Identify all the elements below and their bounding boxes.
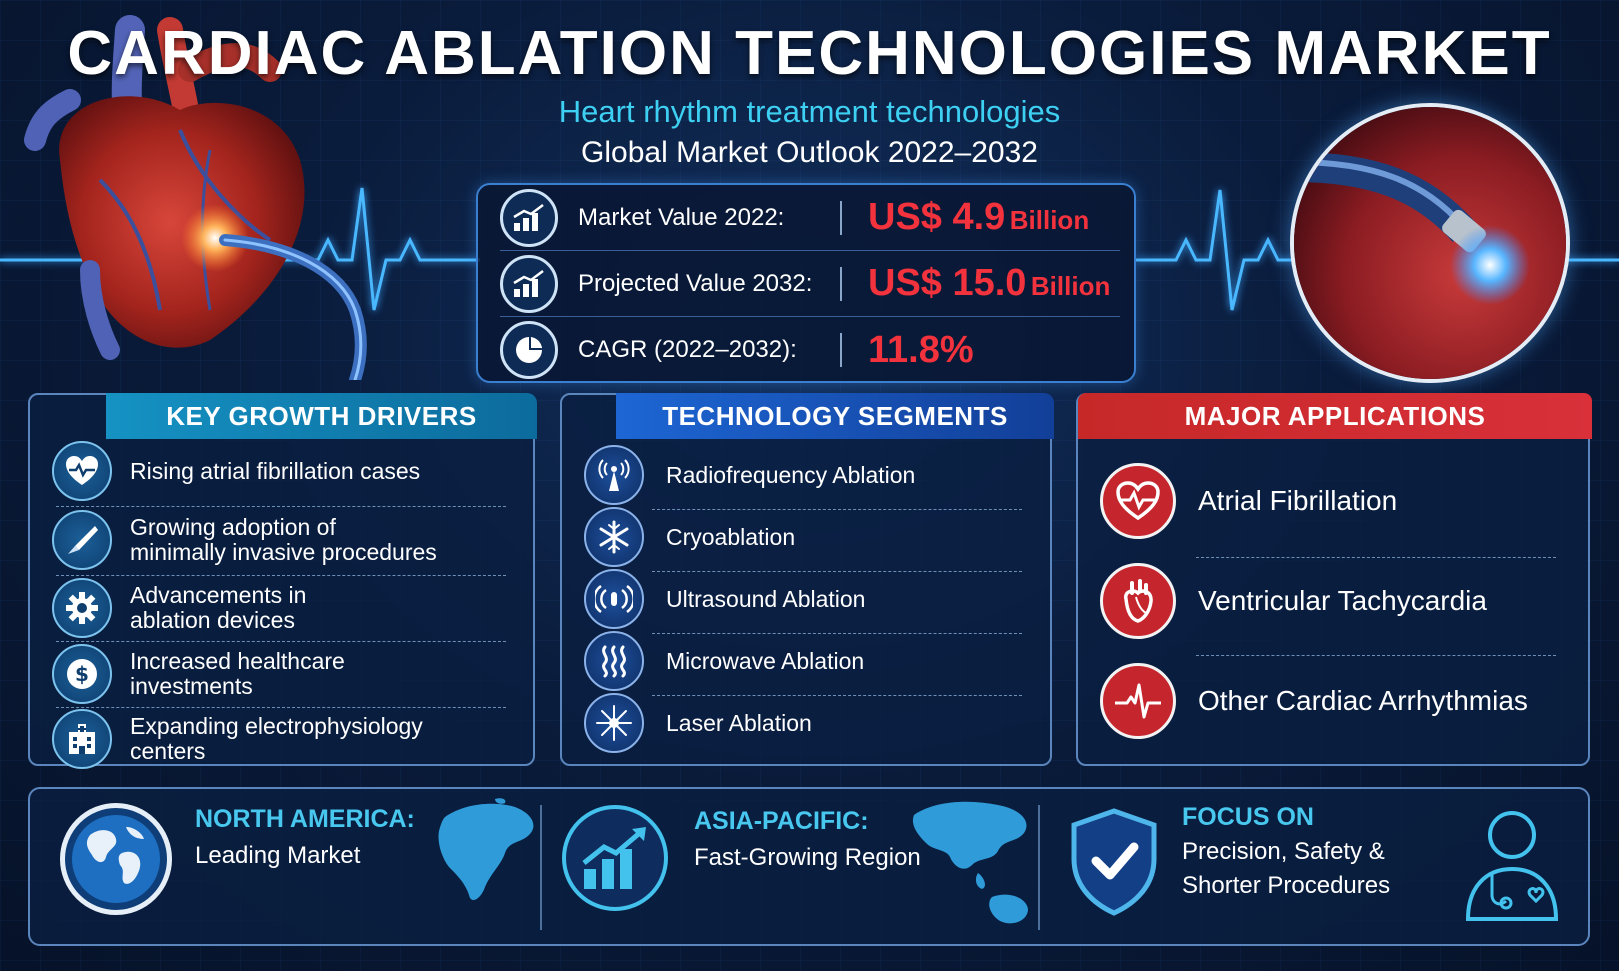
asia-pacific-text: Fast-Growing Region — [694, 844, 921, 871]
heart-illustration — [24, 15, 367, 380]
list-item: Microwave Ablation — [584, 631, 1014, 691]
asia-pacific-map — [912, 801, 1028, 924]
rising-bars-icon — [562, 805, 668, 911]
heart-pulse-icon — [1100, 463, 1176, 539]
segment-label: Ultrasound Ablation — [666, 585, 866, 612]
stat-value: 11.8% — [868, 328, 974, 371]
panel-title: MAJOR APPLICATIONS — [1078, 393, 1592, 439]
list-item: Ventricular Tachycardia — [1100, 561, 1570, 641]
north-america-heading: NORTH AMERICA: — [195, 805, 415, 833]
growth-chart-icon — [500, 254, 558, 313]
list-item: Advancements in ablation devices — [52, 577, 518, 639]
application-label: Ventricular Tachycardia — [1198, 585, 1487, 616]
stat-value: US$ 4.9 Billion — [868, 196, 1090, 238]
heart-pulse-icon — [52, 441, 112, 501]
stat-label: Market Value 2022: — [578, 203, 785, 231]
list-item: Atrial Fibrillation — [1100, 461, 1570, 541]
list-item: Other Cardiac Arrhythmias — [1100, 661, 1570, 741]
segment-label: Cryoablation — [666, 523, 796, 550]
globe-icon — [60, 803, 172, 915]
shield-check-icon — [1071, 808, 1157, 916]
panel-title: KEY GROWTH DRIVERS — [106, 393, 537, 439]
asia-pacific-heading: ASIA-PACIFIC: — [694, 807, 869, 835]
divider — [652, 509, 1022, 510]
page-subtitle: Heart rhythm treatment technologies — [558, 94, 1061, 129]
pie-chart-icon — [500, 321, 558, 379]
divider — [652, 571, 1022, 572]
page-title: CARDIAC ABLATION TECHNOLOGIES MARKET — [67, 19, 1552, 88]
market-stats-box: Market Value 2022: US$ 4.9 Billion Proje… — [476, 183, 1136, 383]
dollar-icon: $ — [52, 644, 112, 704]
separator — [1038, 805, 1040, 930]
anatomical-heart-icon — [1100, 563, 1176, 639]
divider — [56, 707, 506, 708]
stat-separator — [840, 200, 842, 235]
north-america-map — [438, 798, 534, 901]
technology-segments-panel: TECHNOLOGY SEGMENTS Radiofrequency Ablat… — [560, 393, 1054, 766]
stat-label: Projected Value 2032: — [578, 269, 813, 297]
ecg-wave-icon — [1100, 663, 1176, 739]
hospital-icon — [52, 709, 112, 769]
sound-waves-icon — [584, 569, 644, 629]
stat-label: CAGR (2022–2032): — [578, 336, 797, 363]
laser-burst-icon — [584, 693, 644, 753]
gear-icon — [52, 578, 112, 638]
list-item: Growing adoption of minimally invasive pr… — [52, 509, 518, 571]
divider — [1196, 655, 1556, 656]
growth-drivers-panel: KEY GROWTH DRIVERS Rising atrial fibrill… — [28, 393, 537, 769]
ecg-line-right — [1136, 189, 1619, 311]
north-america-text: Leading Market — [195, 842, 361, 869]
doctor-icon — [1465, 811, 1559, 921]
stat-projected-value-2032: Projected Value 2032: US$ 15.0 Billion — [500, 251, 1120, 317]
application-label: Other Cardiac Arrhythmias — [1198, 685, 1528, 716]
list-item: Rising atrial fibrillation cases — [52, 440, 518, 502]
driver-text: Rising atrial fibrillation cases — [130, 457, 421, 484]
stat-market-value-2022: Market Value 2022: US$ 4.9 Billion — [500, 185, 1120, 251]
stat-separator — [840, 333, 842, 367]
segment-label: Radiofrequency Ablation — [666, 461, 916, 488]
divider — [1196, 557, 1556, 558]
major-applications-panel: MAJOR APPLICATIONS Atrial Fibrillation V… — [1076, 393, 1592, 766]
radio-tower-icon — [584, 445, 644, 505]
divider — [56, 506, 506, 507]
divider — [652, 695, 1022, 696]
driver-text: Increased healthcare investments — [130, 648, 345, 699]
growth-chart-icon — [500, 188, 558, 247]
divider — [56, 641, 506, 642]
separator — [540, 805, 542, 930]
driver-text: Expanding electrophysiology centers — [130, 713, 423, 764]
catheter-illustration — [1290, 103, 1570, 383]
stat-separator — [840, 266, 842, 301]
segment-label: Laser Ablation — [666, 709, 812, 736]
stat-cagr: CAGR (2022–2032): 11.8% — [500, 317, 1120, 383]
list-item: Expanding electrophysiology centers — [52, 708, 518, 770]
list-item: Cryoablation — [584, 507, 1014, 567]
driver-text: Advancements in ablation devices — [130, 582, 307, 633]
divider — [652, 633, 1022, 634]
heat-waves-icon — [584, 631, 644, 691]
focus-heading: FOCUS ON — [1182, 803, 1314, 831]
regional-highlights-bar: NORTH AMERICA: Leading Market ASIA-PACIF… — [28, 787, 1590, 946]
list-item: Radiofrequency Ablation — [584, 445, 1014, 505]
market-outlook: Global Market Outlook 2022–2032 — [581, 136, 1038, 169]
svg-text:$: $ — [75, 662, 89, 686]
list-item: Laser Ablation — [584, 693, 1014, 753]
ecg-line-left — [0, 187, 480, 311]
list-item: $ Increased healthcare investments — [52, 643, 518, 705]
panel-title: TECHNOLOGY SEGMENTS — [616, 393, 1054, 439]
scalpel-icon — [52, 510, 112, 570]
segment-label: Microwave Ablation — [666, 647, 865, 674]
snowflake-icon — [584, 507, 644, 567]
driver-text: Growing adoption of minimally invasive pr… — [130, 514, 437, 565]
application-label: Atrial Fibrillation — [1198, 485, 1398, 516]
stat-value: US$ 15.0 Billion — [868, 262, 1111, 304]
divider — [56, 575, 506, 576]
list-item: Ultrasound Ablation — [584, 569, 1014, 629]
focus-text: Precision, Safety & Shorter Procedures — [1182, 838, 1391, 899]
